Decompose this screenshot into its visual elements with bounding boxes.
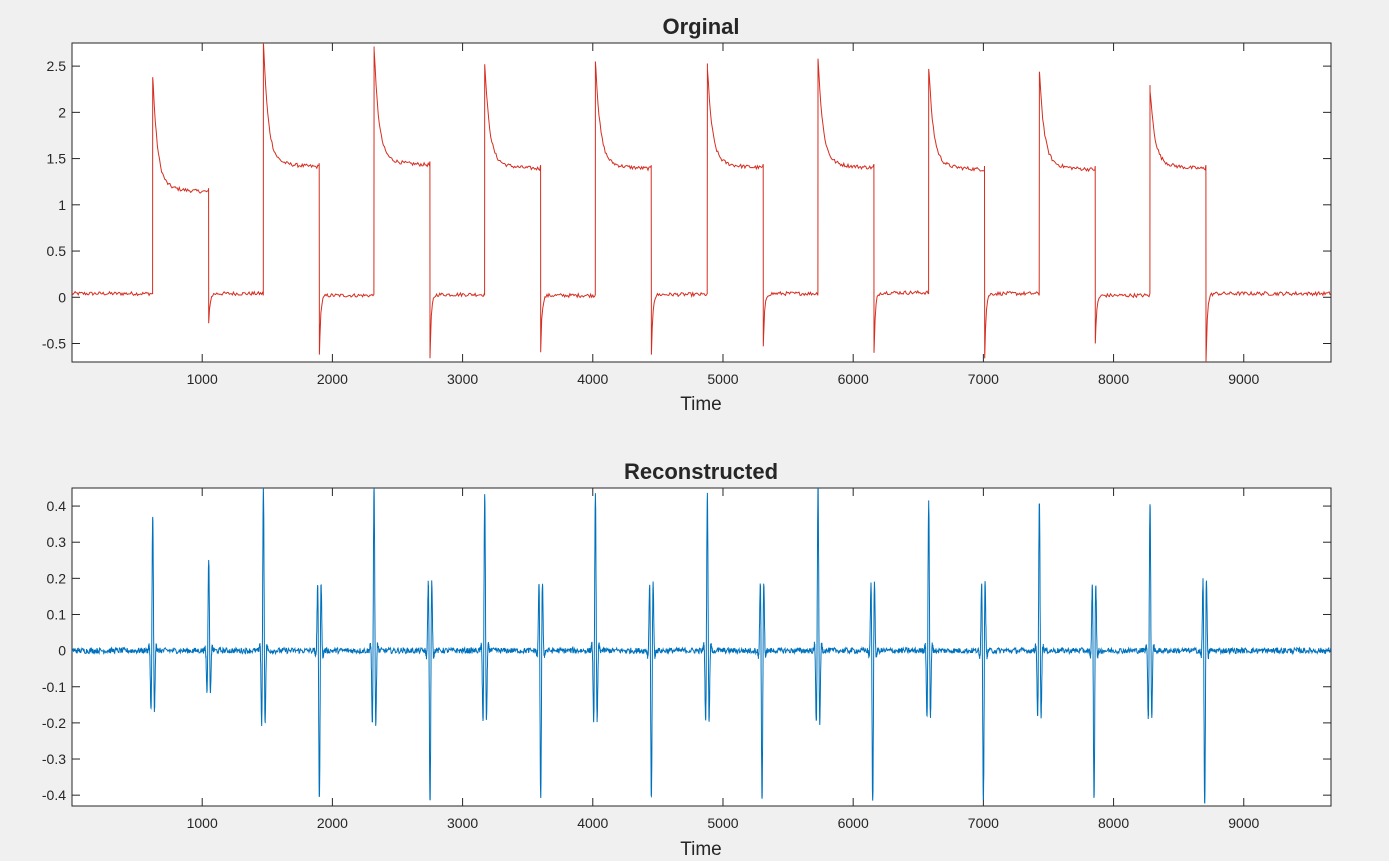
series-line-reconstructed [71, 487, 1332, 804]
x-tick-label-reconstructed: 8000 [1098, 815, 1129, 831]
y-tick-label-original: 0 [58, 289, 66, 305]
x-tick-label-reconstructed: 6000 [838, 815, 869, 831]
x-tick-label-reconstructed: 9000 [1228, 815, 1259, 831]
x-tick-label-original: 7000 [968, 371, 999, 387]
y-tick-label-reconstructed: 0.1 [47, 606, 67, 622]
chart-title-original: Orginal [662, 14, 739, 39]
axes-frame-original [71, 42, 1332, 363]
y-tick-label-reconstructed: -0.2 [42, 715, 66, 731]
x-tick-label-reconstructed: 1000 [187, 815, 218, 831]
x-tick-label-original: 2000 [317, 371, 348, 387]
x-axis-label-reconstructed: Time [680, 839, 722, 860]
y-tick-label-reconstructed: -0.1 [42, 679, 66, 695]
chart-title-reconstructed: Reconstructed [624, 459, 778, 484]
x-tick-label-reconstructed: 2000 [317, 815, 348, 831]
x-tick-label-original: 5000 [707, 371, 738, 387]
y-tick-label-reconstructed: 0.4 [47, 498, 67, 514]
y-tick-label-reconstructed: 0.3 [47, 534, 67, 550]
series-line-original [71, 42, 1331, 363]
x-tick-label-reconstructed: 3000 [447, 815, 478, 831]
ticks-original: 1000 2000 3000 4000 5000 6000 7000 8000 9000 -0.5… [42, 43, 1331, 387]
x-tick-label-original: 9000 [1228, 371, 1259, 387]
axes-frame-reconstructed [71, 487, 1332, 807]
y-tick-label-reconstructed: -0.4 [42, 787, 66, 803]
chart-original: Orginal 1000 2000 3000 4000 5000 6000 7000 8000… [42, 14, 1332, 415]
y-tick-label-original: 2.5 [47, 58, 67, 74]
x-tick-label-original: 3000 [447, 371, 478, 387]
ticks-reconstructed: 1000 2000 3000 4000 5000 6000 7000 8000 9000 -0.4… [42, 488, 1331, 831]
x-tick-label-original: 1000 [187, 371, 218, 387]
x-tick-label-original: 8000 [1098, 371, 1129, 387]
x-tick-label-reconstructed: 5000 [707, 815, 738, 831]
y-tick-label-reconstructed: -0.3 [42, 751, 66, 767]
chart-reconstructed: Reconstructed 1000 2000 3000 4000 5000 6000 70… [42, 459, 1332, 860]
x-tick-label-original: 4000 [577, 371, 608, 387]
x-tick-label-reconstructed: 7000 [968, 815, 999, 831]
y-tick-label-original: 1 [58, 197, 66, 213]
y-tick-label-reconstructed: 0.2 [47, 570, 67, 586]
x-tick-label-original: 6000 [838, 371, 869, 387]
y-tick-label-reconstructed: 0 [58, 643, 66, 659]
x-tick-label-reconstructed: 4000 [577, 815, 608, 831]
y-tick-label-original: -0.5 [42, 336, 66, 352]
y-tick-label-original: 0.5 [47, 243, 67, 259]
y-tick-label-original: 1.5 [47, 151, 67, 167]
y-tick-label-original: 2 [58, 104, 66, 120]
x-axis-label-original: Time [680, 394, 722, 415]
